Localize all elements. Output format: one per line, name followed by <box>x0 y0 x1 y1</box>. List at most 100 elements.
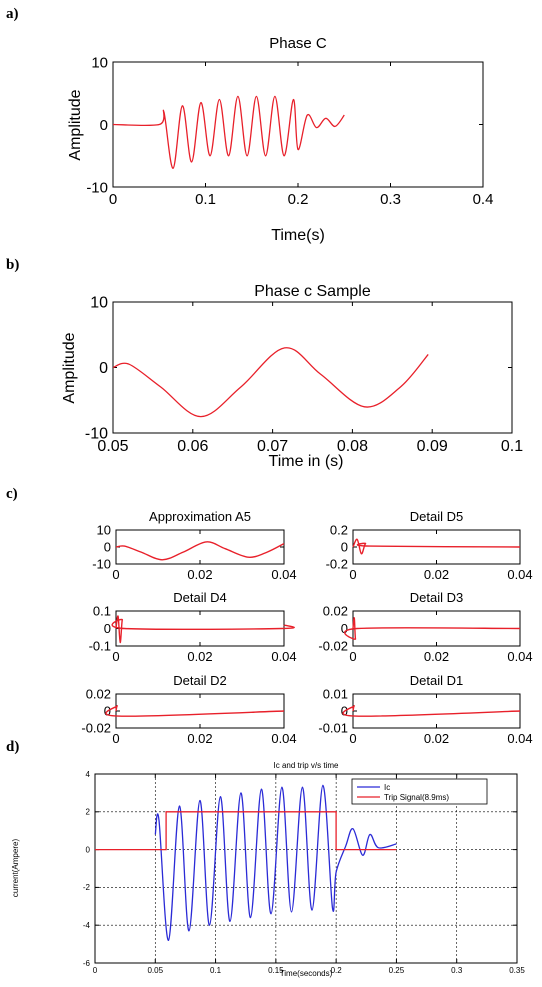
x-tick-label: 0.02 <box>187 649 212 664</box>
series-line-0 <box>115 541 285 561</box>
x-tick-label: 0.04 <box>507 567 532 582</box>
chart-title: Detail D5 <box>410 509 463 524</box>
chart-ic-and-trip: 0 0.05 0.1 0.15 0.2 0.25 0.3 0.35 -6 -4 -2 0 2 4 Ic an… <box>11 761 525 978</box>
series-line-0 <box>112 347 429 418</box>
x-tick-label: 0 <box>349 649 356 664</box>
legend-label-1: Trip Signal(8.9ms) <box>384 793 449 802</box>
plot-area <box>112 61 484 188</box>
x-tick-label: 0.25 <box>389 966 405 975</box>
panel-label-a: a) <box>6 6 19 22</box>
y-tick-label: 0 <box>104 540 111 555</box>
y-tick-label: 0.1 <box>93 604 111 619</box>
x-tick-label: 0 <box>112 649 119 664</box>
series-line-0 <box>344 617 521 640</box>
series-line-0 <box>352 538 521 555</box>
x-axis-label: Time(s) <box>271 227 325 244</box>
plot-area <box>115 529 285 565</box>
y-tick-label: 0.02 <box>86 687 111 702</box>
x-tick-label: 0 <box>349 731 356 746</box>
y-tick-label: 0.2 <box>330 523 348 538</box>
y-tick-label: 0 <box>99 360 108 377</box>
plot-area <box>94 773 518 964</box>
y-tick-label: 4 <box>86 770 91 779</box>
y-tick-label: 0.01 <box>323 687 348 702</box>
y-tick-label: 0 <box>104 621 111 636</box>
panel-label-b: b) <box>6 257 19 273</box>
y-tick-label: -10 <box>86 179 108 196</box>
y-tick-label: -10 <box>92 557 111 572</box>
x-tick-label: 0.04 <box>271 731 296 746</box>
x-tick-label: 0.02 <box>424 567 449 582</box>
x-tick-label: 0.08 <box>337 438 368 455</box>
x-tick-label: 0.09 <box>417 438 448 455</box>
x-tick-label: 0.35 <box>509 966 525 975</box>
y-tick-label: 0 <box>86 845 91 854</box>
x-tick-label: 0.1 <box>210 966 222 975</box>
y-tick-label: -0.1 <box>89 639 111 654</box>
y-tick-label: 10 <box>90 295 108 312</box>
x-tick-label: 0.3 <box>380 191 401 208</box>
x-tick-label: 0 <box>112 731 119 746</box>
x-tick-label: 0.02 <box>424 649 449 664</box>
chart-title: Approximation A5 <box>149 509 251 524</box>
x-tick-label: 0.1 <box>195 191 216 208</box>
x-tick-label: 0.3 <box>451 966 463 975</box>
y-tick-label: -6 <box>83 959 91 968</box>
x-tick-label: 0.02 <box>424 731 449 746</box>
y-tick-label: 0 <box>100 117 108 134</box>
x-tick-label: 0.1 <box>501 438 523 455</box>
x-tick-label: 0.04 <box>507 731 532 746</box>
chart-title: Detail D4 <box>173 590 226 605</box>
x-tick-label: 0.15 <box>268 966 284 975</box>
chart-title: Detail D2 <box>173 673 226 688</box>
y-tick-label: -10 <box>85 426 108 443</box>
series-line-0 <box>342 705 521 717</box>
x-tick-label: 0.4 <box>473 191 494 208</box>
y-axis-label: Amplitude <box>67 89 84 160</box>
y-tick-label: 0.02 <box>323 604 348 619</box>
legend-label-0: Ic <box>384 783 390 792</box>
chart-title: Phase C <box>269 35 327 52</box>
x-tick-label: 0.05 <box>147 966 163 975</box>
x-tick-label: 0 <box>349 567 356 582</box>
x-tick-label: 0.06 <box>177 438 208 455</box>
series-line-1 <box>95 811 397 851</box>
y-tick-label: -0.01 <box>318 721 348 736</box>
x-tick-label: 0.2 <box>288 191 309 208</box>
series-line-0 <box>111 615 295 644</box>
x-tick-label: 0 <box>93 966 98 975</box>
x-tick-label: 0.02 <box>187 731 212 746</box>
y-tick-label: 0 <box>341 621 348 636</box>
chart-title: Phase c Sample <box>254 283 371 300</box>
x-tick-label: 0.02 <box>187 567 212 582</box>
legend-box <box>351 778 488 805</box>
chart-title: Detail D3 <box>410 590 463 605</box>
panel-label-c: c) <box>6 486 18 502</box>
chart-phase-c-sample: 0.05 0.06 0.07 0.08 0.09 0.1 -10 0 10 Phase c Sam… <box>61 283 523 470</box>
x-tick-label: 0 <box>112 567 119 582</box>
chart-title: Ic and trip v/s time <box>274 761 339 770</box>
y-tick-label: -4 <box>83 921 91 930</box>
y-tick-label: -0.2 <box>326 557 348 572</box>
y-tick-label: -0.02 <box>81 721 111 736</box>
y-axis-label: Amplitude <box>61 332 78 403</box>
panel-label-d: d) <box>6 739 19 755</box>
x-tick-label: 0 <box>109 191 117 208</box>
x-tick-label: 0.07 <box>257 438 288 455</box>
y-tick-label: -0.02 <box>318 639 348 654</box>
x-tick-label: 0.2 <box>331 966 343 975</box>
x-tick-label: 0.05 <box>97 438 128 455</box>
plot-area <box>352 693 521 729</box>
y-axis-label: current(Ampere) <box>11 839 20 898</box>
y-tick-label: -2 <box>83 883 91 892</box>
series-line-0 <box>105 705 285 717</box>
y-tick-label: 0 <box>341 540 348 555</box>
x-tick-label: 0.04 <box>271 649 296 664</box>
chart-title: Detail D1 <box>410 673 463 688</box>
